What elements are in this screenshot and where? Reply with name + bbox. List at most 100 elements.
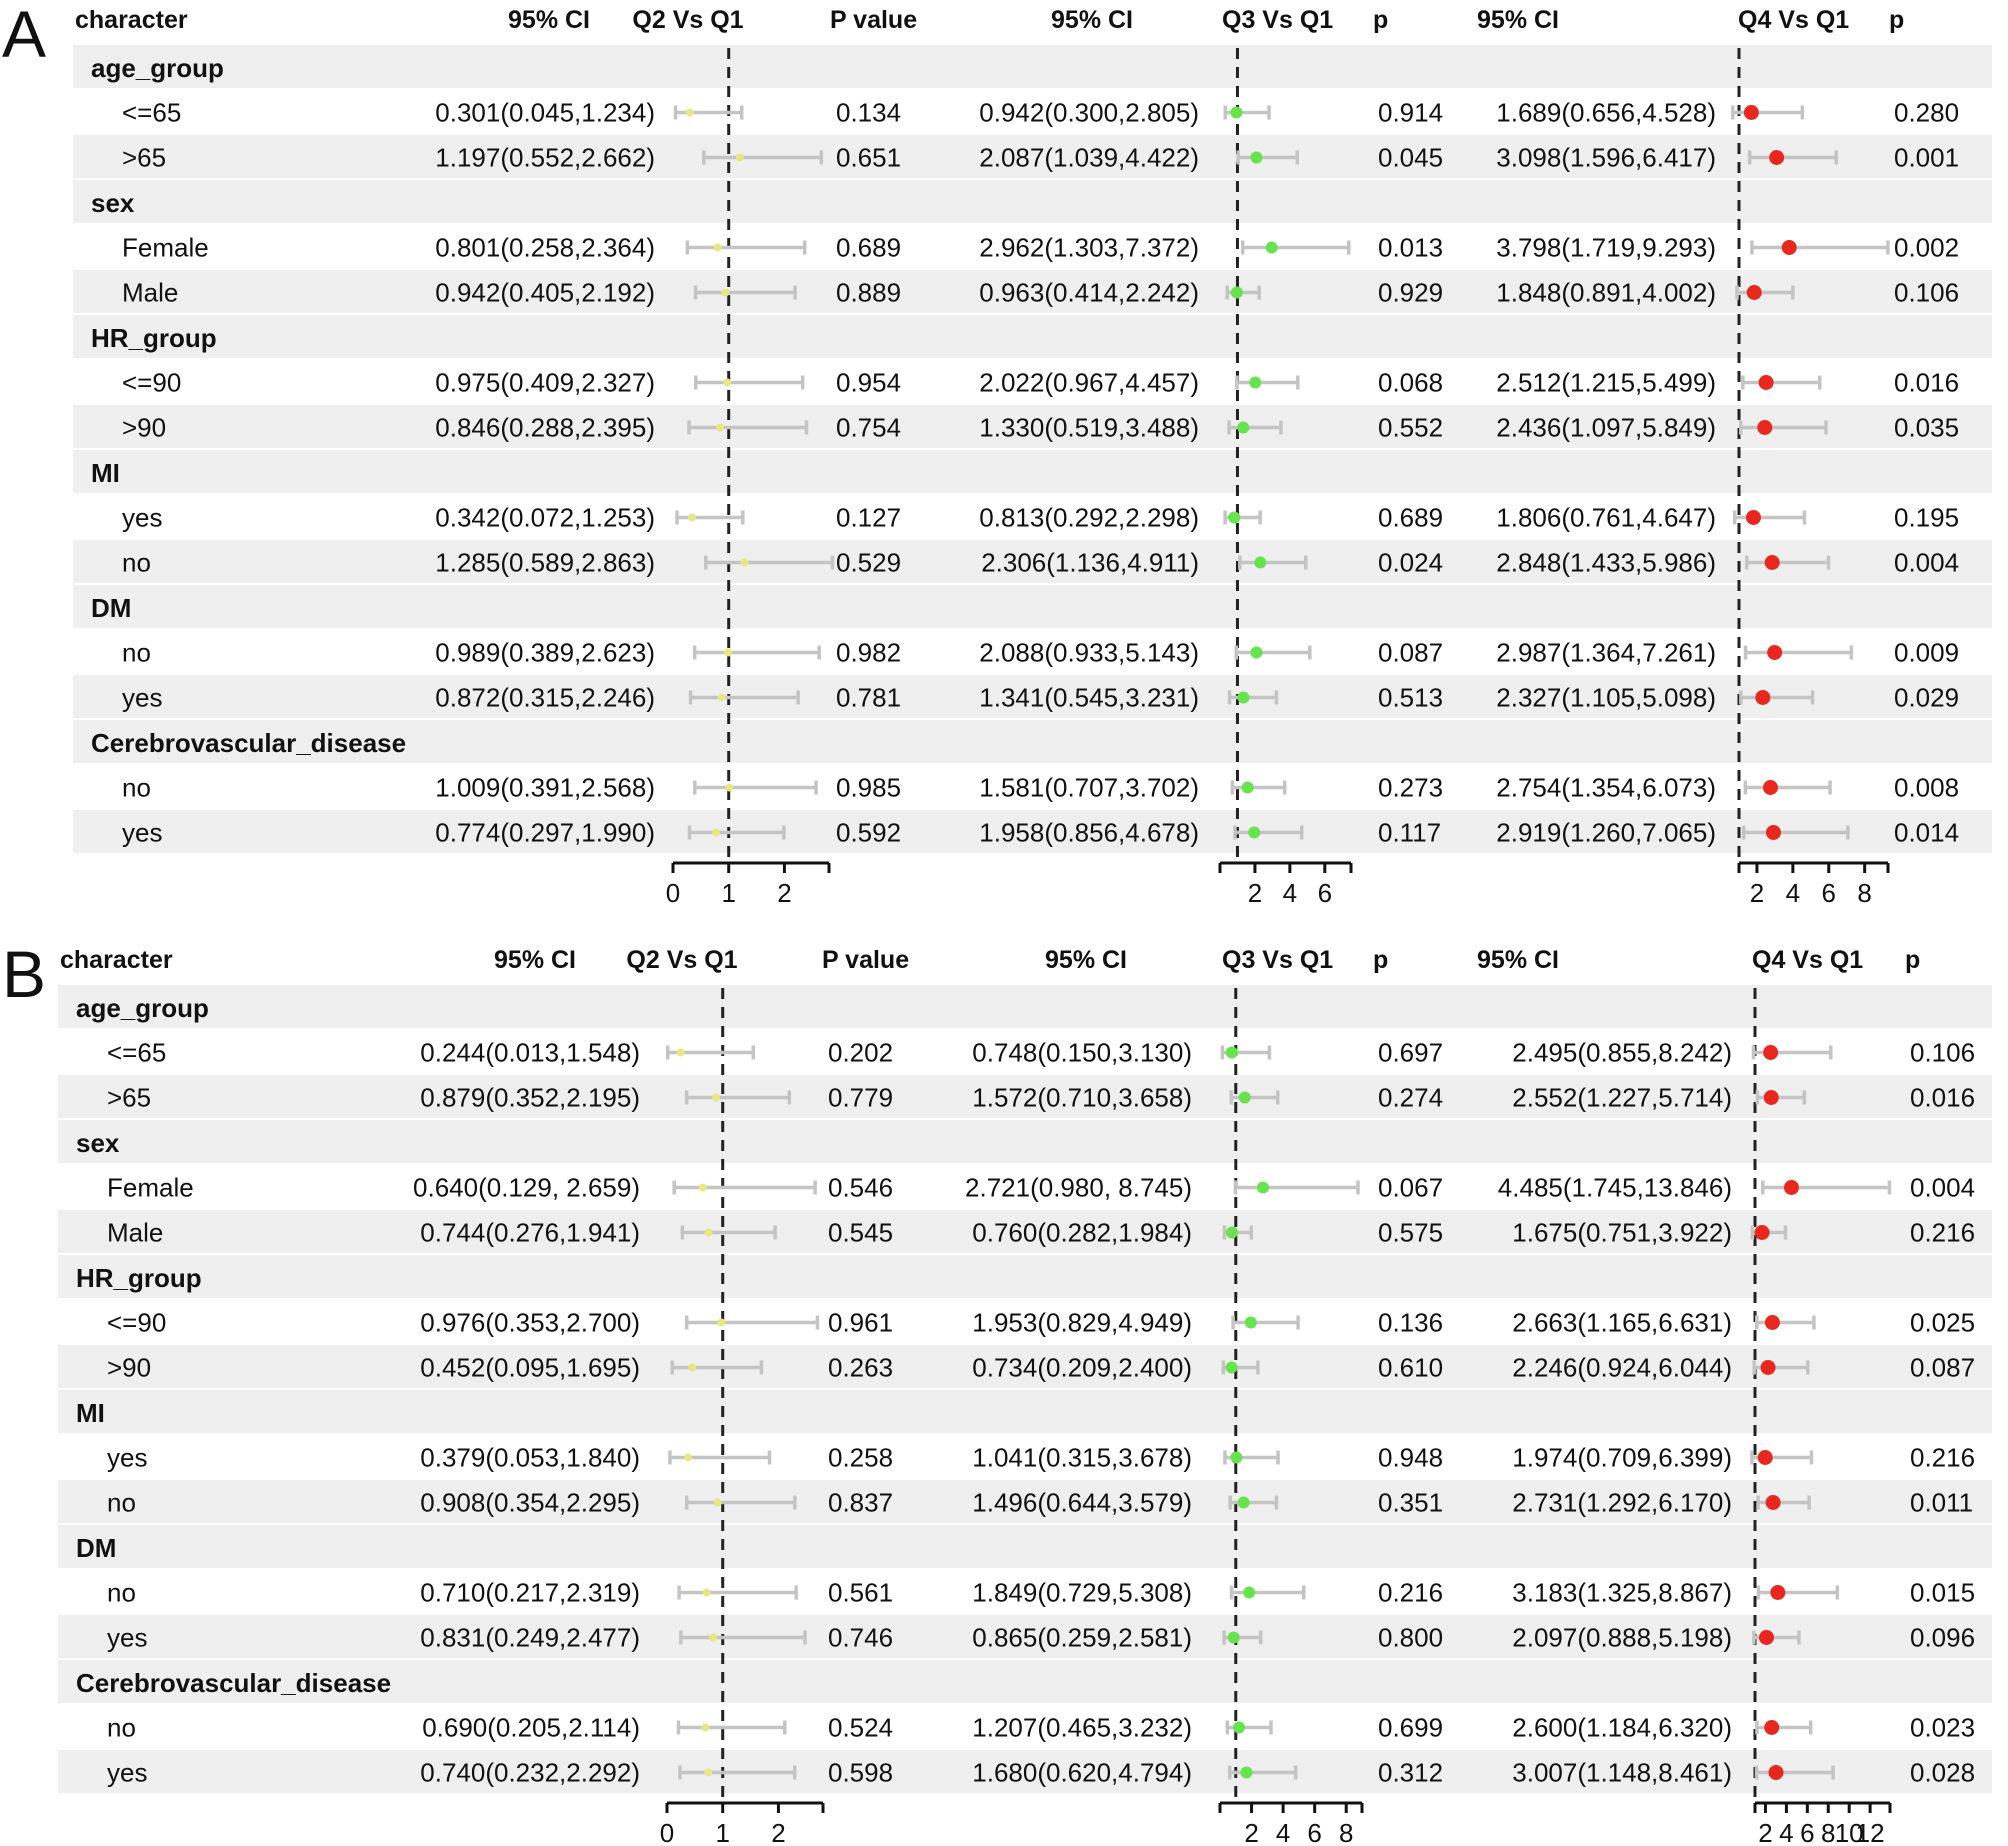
row-band (73, 540, 1992, 583)
q2-or-ci: 0.379(0.053,1.840) (420, 1443, 640, 1473)
row-band (73, 810, 1992, 853)
q3-p-value: 0.136 (1378, 1308, 1443, 1338)
q2-point-estimate (698, 1183, 707, 1192)
header-p-q4: p (1889, 6, 1904, 34)
q3-tick-label: 6 (1318, 878, 1332, 908)
q4-or-ci: 1.848(0.891,4.002) (1496, 278, 1716, 308)
q3-point-estimate (1254, 556, 1267, 569)
q4-tick-label: 6 (1800, 1818, 1814, 1846)
header-q4-vs-q1: Q4 Vs Q1 (1738, 6, 1849, 34)
row-label: no (122, 773, 151, 803)
q2-point-estimate (721, 288, 730, 297)
q4-p-value: 0.087 (1910, 1353, 1975, 1383)
q4-point-estimate (1757, 420, 1773, 435)
q2-or-ci: 1.009(0.391,2.568) (435, 773, 655, 803)
q3-or-ci: 0.813(0.292,2.298) (979, 503, 1199, 533)
header-ci-q4: 95% CI (1477, 6, 1559, 34)
q4-point-estimate (1768, 1765, 1784, 1780)
q3-or-ci: 2.721(0.980, 8.745) (965, 1173, 1192, 1203)
q2-tick-label: 2 (771, 1818, 785, 1846)
q4-tick-label: 8 (1857, 878, 1871, 908)
header-p-q2: P value (830, 6, 917, 34)
q2-or-ci: 0.801(0.258,2.364) (435, 233, 655, 263)
q3-or-ci: 0.734(0.209,2.400) (972, 1353, 1192, 1383)
q3-point-estimate (1244, 1316, 1257, 1329)
q2-or-ci: 0.774(0.297,1.990) (435, 818, 655, 848)
header-q3-vs-q1: Q3 Vs Q1 (1222, 6, 1333, 34)
q2-tick-label: 1 (721, 878, 735, 908)
q3-or-ci: 1.581(0.707,3.702) (979, 773, 1199, 803)
q4-point-estimate (1770, 1585, 1786, 1600)
row-label: Male (122, 278, 178, 308)
q4-tick-label: 2 (1758, 1818, 1772, 1846)
q3-point-estimate (1250, 646, 1263, 659)
q2-point-estimate (735, 153, 744, 162)
row-label: no (122, 548, 151, 578)
q3-p-value: 0.068 (1378, 368, 1443, 398)
q3-point-estimate (1230, 1451, 1243, 1464)
q2-or-ci: 0.989(0.389,2.623) (435, 638, 655, 668)
q2-tick-label: 1 (715, 1818, 729, 1846)
q2-p-value: 0.985 (836, 773, 901, 803)
q2-or-ci: 1.285(0.589,2.863) (435, 548, 655, 578)
q2-p-value: 0.837 (828, 1488, 893, 1518)
header-q2-vs-q1: Q2 Vs Q1 (626, 946, 737, 974)
q3-point-estimate (1237, 421, 1250, 434)
q2-or-ci: 0.244(0.013,1.548) (420, 1038, 640, 1068)
q2-or-ci: 0.976(0.353,2.700) (420, 1308, 640, 1338)
header-p-q2: P value (822, 946, 909, 974)
q3-or-ci: 1.953(0.829,4.949) (972, 1308, 1192, 1338)
q3-p-value: 0.087 (1378, 638, 1443, 668)
q3-or-ci: 0.963(0.414,2.242) (979, 278, 1199, 308)
q3-point-estimate (1243, 1586, 1256, 1599)
q3-p-value: 0.216 (1378, 1578, 1443, 1608)
group-label: sex (76, 1128, 120, 1158)
q4-point-estimate (1764, 1315, 1780, 1330)
q2-or-ci: 0.908(0.354,2.295) (420, 1488, 640, 1518)
q4-point-estimate (1760, 1360, 1776, 1375)
q2-p-value: 0.889 (836, 278, 901, 308)
q2-or-ci: 0.690(0.205,2.114) (422, 1713, 640, 1743)
q3-p-value: 0.117 (1378, 818, 1441, 848)
q3-tick-label: 6 (1307, 1818, 1321, 1846)
q3-point-estimate (1237, 1496, 1250, 1509)
q2-point-estimate (701, 1723, 710, 1732)
q4-or-ci: 2.327(1.105,5.098) (1496, 683, 1716, 713)
q3-or-ci: 0.942(0.300,2.805) (979, 98, 1199, 128)
q2-point-estimate (723, 378, 732, 387)
row-label: Male (107, 1218, 163, 1248)
q4-p-value: 0.023 (1910, 1713, 1975, 1743)
group-label: DM (76, 1533, 116, 1563)
q2-p-value: 0.258 (828, 1443, 893, 1473)
q3-p-value: 0.948 (1378, 1443, 1443, 1473)
header-q4-vs-q1: Q4 Vs Q1 (1752, 946, 1863, 974)
q4-p-value: 0.106 (1910, 1038, 1975, 1068)
group-label: HR_group (76, 1263, 202, 1293)
q4-point-estimate (1763, 1090, 1779, 1105)
q4-or-ci: 2.436(1.097,5.849) (1496, 413, 1716, 443)
q2-point-estimate (704, 1228, 713, 1237)
q3-point-estimate (1256, 1181, 1269, 1194)
q4-p-value: 0.002 (1894, 233, 1959, 263)
q2-or-ci: 0.975(0.409,2.327) (435, 368, 655, 398)
q3-p-value: 0.513 (1378, 683, 1443, 713)
q3-point-estimate (1249, 376, 1262, 389)
q2-p-value: 0.545 (828, 1218, 893, 1248)
q3-or-ci: 1.207(0.465,3.232) (972, 1713, 1192, 1743)
q4-tick-label: 8 (1821, 1818, 1835, 1846)
q2-point-estimate (712, 828, 721, 837)
row-label: no (107, 1488, 136, 1518)
q2-p-value: 0.954 (836, 368, 901, 398)
row-label: >65 (107, 1083, 151, 1113)
q4-or-ci: 2.848(1.433,5.986) (1496, 548, 1716, 578)
q4-point-estimate (1743, 105, 1759, 120)
q3-p-value: 0.929 (1378, 278, 1443, 308)
q2-or-ci: 0.744(0.276,1.941) (420, 1218, 640, 1248)
q2-point-estimate (717, 1318, 726, 1327)
q4-p-value: 0.011 (1910, 1488, 1973, 1518)
group-label: age_group (76, 993, 209, 1023)
q4-p-value: 0.014 (1894, 818, 1959, 848)
q4-p-value: 0.016 (1910, 1083, 1975, 1113)
group-band (58, 1255, 1992, 1298)
q4-or-ci: 1.806(0.761,4.647) (1496, 503, 1716, 533)
